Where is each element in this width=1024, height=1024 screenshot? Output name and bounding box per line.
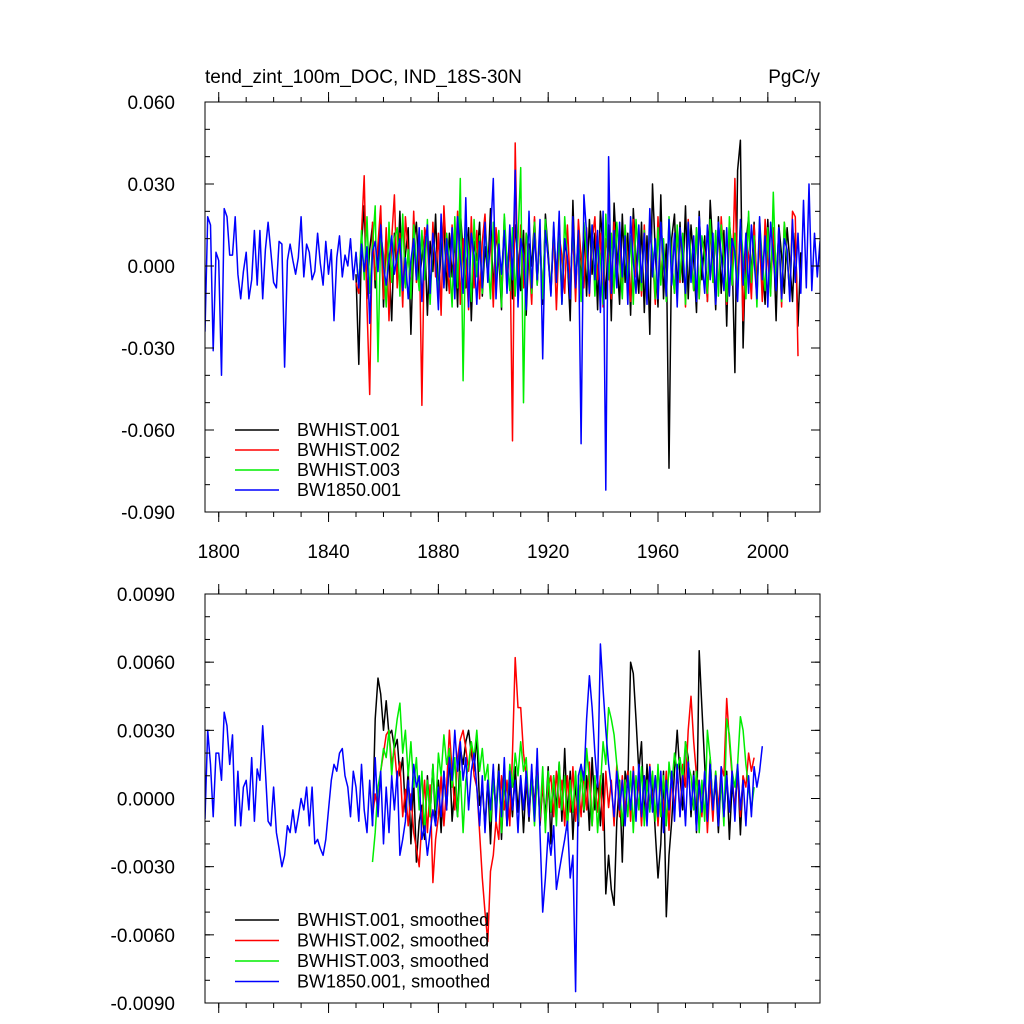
- legend-label: BWHIST.001: [297, 420, 400, 440]
- bottom-panel: -0.0090 -0.0060 -0.0030 0.0000 0.0030 0.0060 0…: [111, 584, 821, 1015]
- y-tick-label: 0.0060: [117, 653, 175, 674]
- units-label: PgC/y: [768, 67, 820, 88]
- y-tick-label: 0.030: [127, 175, 175, 196]
- plot-frame: [204, 101, 821, 513]
- y-tick-label: 0.0030: [117, 721, 175, 742]
- y-tick-label: 0.0090: [117, 585, 175, 606]
- y-tick-label: 0.060: [127, 93, 175, 114]
- top-panel: -0.090 -0.060 -0.030 0.000 0.030 0.060 1800 184…: [121, 92, 821, 563]
- x-tick-label: 1800: [198, 542, 240, 563]
- series-line-bwhist-002-smoothed: [371, 656, 755, 943]
- y-tick-label: 0.0000: [117, 790, 175, 811]
- legend-label: BWHIST.002, smoothed: [297, 931, 489, 951]
- series-line-bw1850-001: [205, 155, 820, 491]
- legend-label: BW1850.001, smoothed: [297, 972, 490, 992]
- legend-label: BWHIST.003: [297, 460, 400, 480]
- x-tick-label: 1960: [637, 542, 679, 563]
- y-tick-label: -0.0060: [111, 926, 175, 947]
- y-tick-label: -0.0090: [111, 994, 175, 1015]
- y-tick-label: -0.030: [121, 339, 175, 360]
- series-line-bw1850-001-smoothed: [205, 643, 764, 993]
- x-tick-label: 2000: [747, 542, 789, 563]
- x-tick-label: 1880: [417, 542, 459, 563]
- x-tick-label: 1840: [307, 542, 349, 563]
- chart-title: tend_zint_100m_DOC, IND_18S-30N: [205, 67, 522, 88]
- legend-label: BWHIST.003, smoothed: [297, 951, 489, 971]
- legend-label: BWHIST.002: [297, 440, 400, 460]
- y-tick-label: -0.0030: [111, 858, 175, 879]
- legend-label: BWHIST.001, smoothed: [297, 910, 489, 930]
- y-tick-label: 0.000: [127, 257, 175, 278]
- x-tick-label: 1920: [527, 542, 569, 563]
- legend-label: BW1850.001: [297, 480, 401, 500]
- y-tick-label: -0.060: [121, 421, 175, 442]
- y-tick-label: -0.090: [121, 503, 175, 524]
- series-line-bwhist-003-smoothed: [371, 702, 755, 863]
